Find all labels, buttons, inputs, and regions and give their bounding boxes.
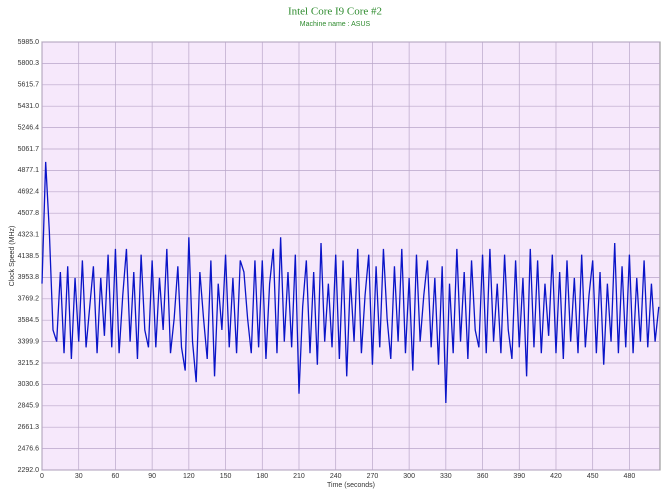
x-tick-label: 420 bbox=[550, 473, 562, 480]
x-tick-label: 480 bbox=[624, 473, 636, 480]
y-tick-label: 4877.1 bbox=[18, 167, 40, 174]
chart-subtitle: Machine name : ASUS bbox=[300, 21, 371, 28]
x-tick-label: 360 bbox=[477, 473, 489, 480]
x-tick-label: 450 bbox=[587, 473, 599, 480]
x-tick-label: 330 bbox=[440, 473, 452, 480]
line-series bbox=[41, 161, 660, 404]
y-tick-label: 3584.5 bbox=[18, 317, 40, 324]
y-tick-label: 5431.0 bbox=[18, 103, 40, 110]
x-tick-label: 180 bbox=[256, 473, 268, 480]
x-tick-label: 270 bbox=[367, 473, 379, 480]
y-tick-label: 5985.0 bbox=[18, 39, 40, 46]
y-tick-label: 5246.4 bbox=[18, 124, 40, 131]
y-tick-label: 4138.5 bbox=[18, 253, 40, 260]
y-tick-label: 4323.1 bbox=[18, 231, 40, 238]
y-tick-label: 5061.7 bbox=[18, 146, 40, 153]
y-tick-label: 5800.3 bbox=[18, 60, 40, 67]
x-tick-label: 0 bbox=[40, 473, 44, 480]
x-tick-label: 120 bbox=[183, 473, 195, 480]
y-tick-label: 3399.9 bbox=[18, 338, 40, 345]
y-tick-label: 4692.4 bbox=[18, 189, 40, 196]
y-tick-label: 2845.9 bbox=[18, 403, 40, 410]
y-tick-label: 3215.2 bbox=[18, 360, 40, 367]
chart-title: Intel Core I9 Core #2 bbox=[288, 6, 382, 18]
y-tick-label: 4507.8 bbox=[18, 210, 40, 217]
y-tick-label: 3953.8 bbox=[18, 274, 40, 281]
x-tick-label: 90 bbox=[148, 473, 156, 480]
x-tick-label: 60 bbox=[112, 473, 120, 480]
y-tick-label: 3769.2 bbox=[18, 296, 40, 303]
x-tick-label: 30 bbox=[75, 473, 83, 480]
y-axis-label: Clock Speed (MHz) bbox=[9, 226, 16, 287]
x-tick-label: 240 bbox=[330, 473, 342, 480]
y-tick-label: 3030.6 bbox=[18, 381, 40, 388]
x-tick-label: 300 bbox=[403, 473, 415, 480]
x-tick-label: 210 bbox=[293, 473, 305, 480]
x-tick-label: 390 bbox=[513, 473, 525, 480]
y-tick-label: 2661.3 bbox=[18, 424, 40, 431]
y-tick-label: 2292.0 bbox=[18, 467, 40, 474]
x-axis-label: Time (seconds) bbox=[327, 482, 375, 489]
y-tick-label: 5615.7 bbox=[18, 82, 40, 89]
x-tick-label: 150 bbox=[220, 473, 232, 480]
y-tick-label: 2476.6 bbox=[18, 445, 40, 452]
